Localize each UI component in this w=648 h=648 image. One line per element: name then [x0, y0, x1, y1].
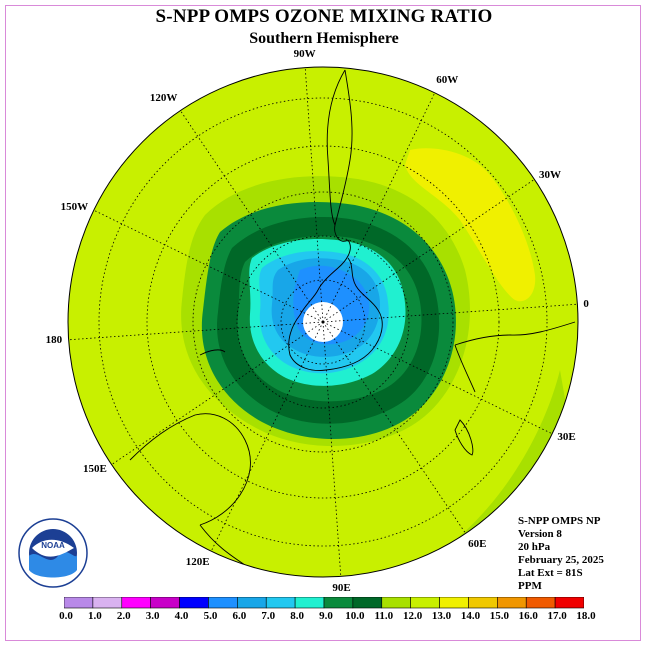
logo-text: NOAA: [41, 541, 65, 550]
colorbar-swatch: [179, 597, 209, 609]
page-frame: [5, 5, 641, 641]
info-units: PPM: [518, 580, 542, 592]
colorbar-swatch: [150, 597, 180, 609]
map-title: S-NPP OMPS OZONE MIXING RATIO: [155, 6, 493, 27]
colorbar-tick-label: 11.0: [374, 610, 394, 622]
colorbar-swatch: [554, 597, 584, 609]
longitude-label: 60E: [468, 538, 487, 551]
colorbar-tick-label: 16.0: [518, 610, 538, 622]
longitude-label: 30W: [539, 168, 562, 181]
colorbar-swatch: [468, 597, 498, 609]
longitude-label: 120E: [185, 556, 210, 569]
coast-south-america-west: [326, 69, 346, 226]
info-block: S-NPP OMPS NP Version 8 20 hPa February …: [518, 515, 604, 593]
meridian-line: [111, 321, 324, 465]
graticule: [68, 67, 578, 577]
colorbar-tick-label: 12.0: [403, 610, 423, 622]
colorbar-tick-label: 18.0: [576, 610, 596, 622]
colorbar-tick-label: 0.0: [59, 610, 73, 622]
colorbar-tick-label: 13.0: [431, 610, 452, 622]
meridians: [68, 67, 578, 577]
colorbar-swatch: [323, 597, 354, 609]
longitude-label: 30E: [557, 431, 576, 444]
colorbar-tick-label: 1.0: [88, 610, 102, 622]
colorbar-tick-label: 3.0: [145, 610, 160, 622]
ozone-field: [68, 67, 578, 577]
colorbar-tick-label: 17.0: [547, 610, 567, 622]
meridian-line: [322, 179, 535, 323]
coast-africa: [454, 321, 576, 346]
colorbar-tick-label: 14.0: [460, 610, 481, 622]
colorbar-tick-label: 8.0: [290, 610, 304, 622]
colorbar-swatch: [64, 597, 94, 609]
colorbar-swatch: [352, 597, 383, 609]
info-lat-ext: Lat Ext = 81S: [518, 567, 583, 579]
longitude-label: 90W: [293, 47, 316, 60]
colorbar-swatch: [265, 597, 296, 609]
info-instrument: S-NPP OMPS NP: [518, 515, 601, 527]
colorbar-swatch: [381, 597, 411, 609]
logo-gull: [32, 539, 74, 557]
longitude-label: 180: [45, 334, 63, 347]
colorbar: [64, 597, 584, 609]
longitude-label: 0: [583, 297, 589, 310]
meridian-line: [322, 321, 342, 577]
colorbar-tick-label: 15.0: [489, 610, 509, 622]
parallel-80s: [280, 279, 366, 365]
colorbar-swatch: [497, 597, 527, 609]
info-version: Version 8: [518, 528, 562, 540]
coast-south-america: [334, 69, 353, 242]
coast-antarctica: [288, 239, 383, 371]
longitude-label: 150W: [60, 200, 89, 213]
meridian-line: [322, 321, 553, 435]
meridian-line: [322, 303, 578, 323]
colorbar-swatch: [439, 597, 469, 609]
info-level: 20 hPa: [518, 541, 551, 553]
colorbar-tick-label: 10.0: [345, 610, 365, 622]
colorbar-swatch: [237, 597, 267, 609]
colorbar-swatch: [121, 597, 151, 609]
coast-new-zealand: [199, 349, 226, 356]
meridian-line: [322, 321, 466, 534]
colorbar-swatch: [294, 597, 325, 609]
colorbar-tick-label: 7.0: [261, 610, 276, 622]
colorbar-tick-label: 9.0: [319, 610, 333, 622]
info-date: February 25, 2025: [518, 554, 604, 566]
colorbar-tick-label: 4.0: [174, 610, 189, 622]
meridian-line: [180, 110, 324, 323]
logo-wave: [29, 551, 77, 578]
colorbar-tick-label: 5.0: [203, 610, 218, 622]
map-outline: [67, 66, 579, 578]
meridian-line: [210, 321, 324, 552]
colorbar-tick-label: 6.0: [232, 610, 247, 622]
colorbar-tick-label: 2.0: [116, 610, 131, 622]
colorbar-swatch: [208, 597, 238, 609]
parallel-40s: [98, 97, 548, 547]
longitude-label: 120W: [149, 91, 178, 104]
south-pole-dot: [321, 320, 325, 324]
meridian-line: [322, 92, 436, 323]
coast-madagascar: [454, 419, 474, 456]
high-ozone-patch: [405, 148, 536, 302]
meridian-line: [304, 67, 324, 323]
meridian-line: [68, 321, 324, 341]
colorbar-swatch: [92, 597, 123, 609]
longitude-label: 60W: [436, 73, 459, 86]
noaa-logo: NOAA: [18, 518, 88, 588]
coast-africa-east: [454, 344, 476, 393]
coast-australia: [129, 413, 251, 526]
colorbar-swatch: [410, 597, 440, 609]
parallel-70s: [236, 235, 410, 409]
parallel-60s: [192, 191, 454, 453]
longitude-label: 150E: [82, 463, 107, 476]
meridian-line: [93, 209, 324, 323]
parallel-50s: [146, 145, 500, 499]
map-subtitle: Southern Hemisphere: [249, 30, 399, 47]
colorbar-swatch: [525, 597, 556, 609]
longitude-label: 90E: [332, 582, 351, 595]
